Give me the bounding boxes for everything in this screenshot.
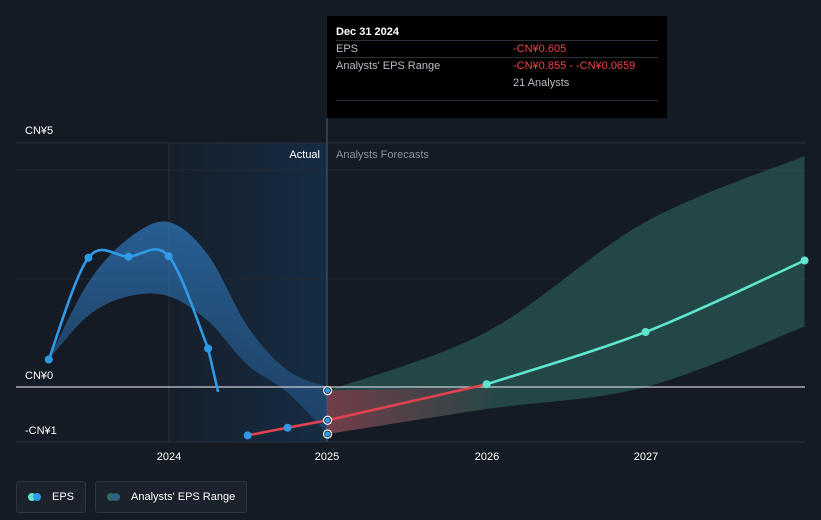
legend-range-toggle[interactable]: Analysts' EPS Range — [95, 481, 248, 513]
analyst-range-band-past — [48, 221, 328, 435]
eps-point-3 — [164, 252, 173, 261]
legend-range-label: Analysts' EPS Range — [131, 491, 236, 503]
eps-point-5 — [243, 431, 252, 440]
eps-chart: CN¥5 CN¥0 -CN¥1 Actual Analysts Forecast… — [16, 118, 809, 463]
eps-forecast-point-1 — [641, 328, 650, 336]
eps-point-6 — [283, 423, 292, 432]
range-swatch-icon — [107, 493, 123, 501]
tooltip-eps-label: EPS — [336, 43, 359, 55]
x-tick-2026: 2026 — [475, 451, 499, 463]
eps-point-1 — [84, 253, 93, 262]
tooltip-eps-row: EPS -CN¥0.605 — [336, 40, 658, 57]
legend: EPS Analysts' EPS Range — [16, 481, 248, 513]
tooltip-range-label: Analysts' EPS Range — [336, 60, 441, 72]
negative-range-fade — [327, 387, 507, 435]
eps-forecast-point-0 — [482, 380, 491, 389]
eps-points — [44, 252, 809, 440]
tooltip-divider — [336, 100, 658, 101]
tooltip-range-value: -CN¥0.855 - -CN¥0.0659 — [513, 60, 636, 72]
analyst-range-band-future — [327, 156, 805, 435]
eps-point-2 — [124, 252, 133, 261]
hover-tooltip: Dec 31 2024 EPS -CN¥0.605 Analysts' EPS … — [327, 16, 667, 118]
highlight-point-core-0 — [324, 388, 331, 394]
x-tick-2025: 2025 — [315, 451, 339, 463]
y-tick-0: CN¥0 — [25, 370, 53, 382]
eps-point-4 — [204, 344, 213, 353]
eps-point-0 — [44, 355, 53, 364]
highlight-point-core-1 — [324, 417, 331, 423]
x-tick-2027: 2027 — [634, 451, 658, 463]
legend-eps-label: EPS — [52, 491, 75, 503]
highlight-point-core-2 — [324, 431, 331, 437]
eps-forecast-point-2 — [800, 256, 809, 265]
actual-label: Actual — [289, 149, 320, 161]
eps-swatch-icon — [28, 493, 44, 501]
tooltip-analysts: 21 Analysts — [513, 77, 570, 89]
tooltip-range-row: Analysts' EPS Range -CN¥0.855 - -CN¥0.06… — [336, 57, 658, 74]
legend-eps-toggle[interactable]: EPS — [16, 481, 87, 513]
x-tick-2024: 2024 — [157, 451, 181, 463]
y-tick-5: CN¥5 — [25, 125, 53, 137]
forecast-label: Analysts Forecasts — [336, 149, 429, 161]
tooltip-date: Dec 31 2024 — [336, 26, 399, 38]
tooltip-eps-value: -CN¥0.605 — [513, 43, 567, 55]
y-tick-neg1: -CN¥1 — [25, 425, 57, 437]
